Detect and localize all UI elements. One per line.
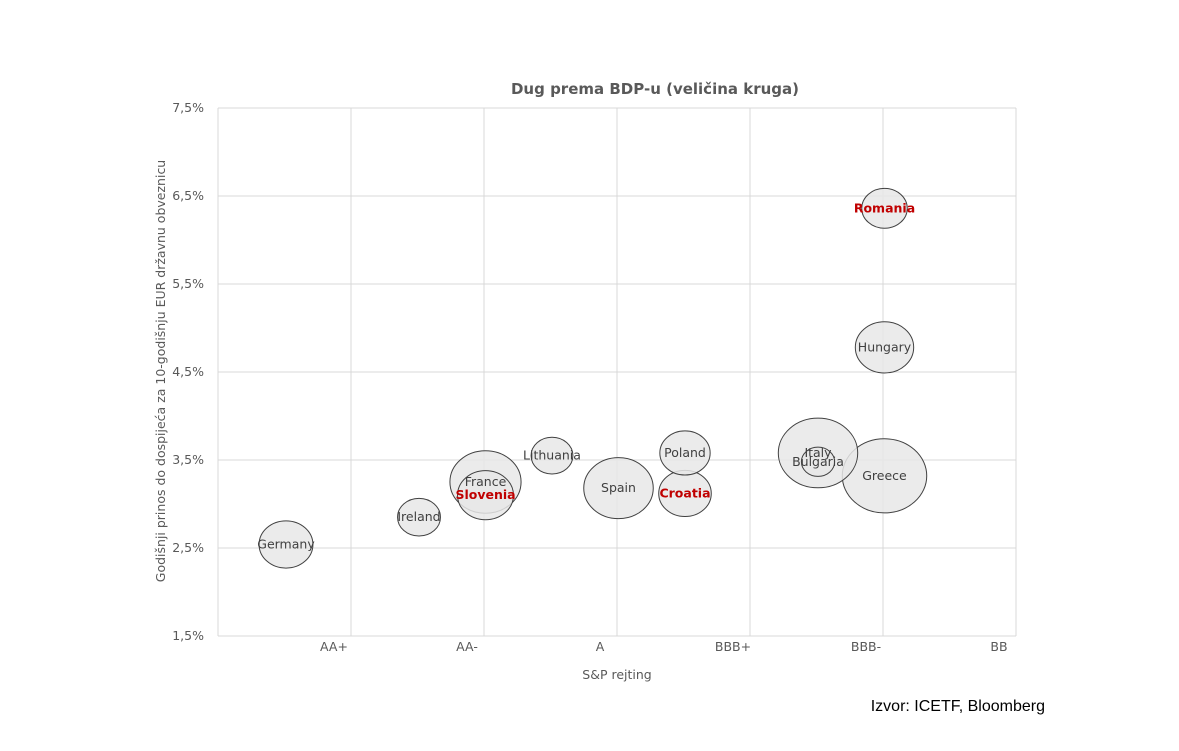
y-tick-label: 3,5%	[172, 452, 204, 467]
grid-layer	[217, 107, 1017, 637]
x-tick-label: AA-	[456, 639, 478, 654]
source-note: Izvor: ICETF, Bloomberg	[870, 698, 1045, 715]
y-tick-label: 2,5%	[172, 540, 204, 555]
bubble-slovenia	[457, 470, 514, 521]
bubble-label-hungary: Hungary	[858, 339, 912, 354]
y-tick-label: 6,5%	[172, 188, 204, 203]
x-tick-label: A	[596, 639, 605, 654]
bubble-label-croatia: Croatia	[659, 485, 710, 500]
axis-layer: 1,5% 2,5% 3,5% 4,5% 5,5% 6,5% 7,5% AA+ AA- A BBB+ B…	[172, 100, 1007, 654]
chart-title: Dug prema BDP-u (veličina kruga)	[511, 80, 799, 98]
x-tick-label: BB	[990, 639, 1007, 654]
bubble-poland	[659, 430, 711, 476]
bubble-germany	[258, 520, 314, 569]
bubble-spain	[583, 457, 654, 520]
bubble-label-ireland: Ireland	[397, 509, 440, 524]
y-axis-label: Godišnji prinos do dospijeća za 10-godiš…	[153, 160, 168, 582]
bubble-bulgaria	[800, 446, 836, 477]
bubble-label-italy: Italy	[804, 445, 832, 460]
x-axis-label: S&P rejting	[582, 667, 651, 682]
bubble-label-romania: Romania	[854, 200, 915, 215]
y-tick-label: 4,5%	[172, 364, 204, 379]
bubble-romania	[861, 187, 908, 229]
y-tick-label: 7,5%	[172, 100, 204, 115]
bubble-ireland	[397, 497, 441, 537]
bubble-label-slovenia: Slovenia	[455, 487, 515, 502]
bubble-lithuania	[530, 436, 574, 475]
bubble-label-spain: Spain	[601, 480, 636, 495]
bubble-label-france: France	[465, 474, 507, 489]
y-tick-label: 5,5%	[172, 276, 204, 291]
bubble-label-poland: Poland	[664, 445, 706, 460]
bubble-label-germany: Germany	[257, 536, 315, 551]
x-tick-label: BBB-	[851, 639, 881, 654]
y-tick-label: 1,5%	[172, 628, 204, 643]
bubble-label-greece: Greece	[862, 468, 907, 483]
bubble-label-bulgaria: Bulgaria	[792, 454, 844, 469]
bubble-hungary	[854, 321, 915, 374]
bubble-label-lithuania: Lithuania	[523, 448, 581, 463]
bubble-layer	[258, 187, 928, 569]
x-tick-label: AA+	[320, 639, 348, 654]
x-tick-label: BBB+	[715, 639, 751, 654]
